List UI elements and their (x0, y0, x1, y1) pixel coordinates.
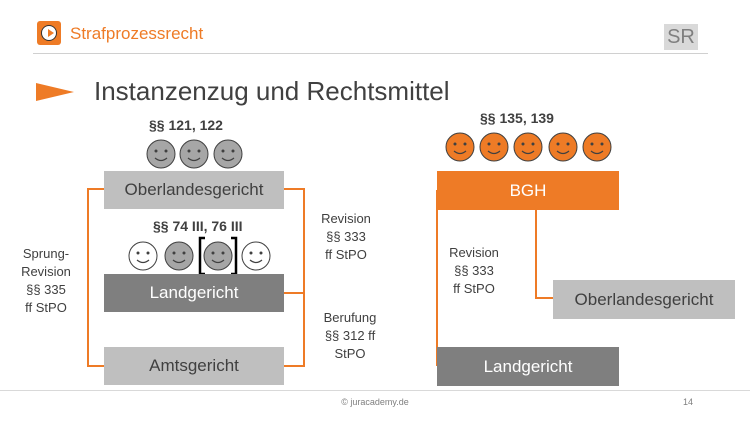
bgh-paragraphs: §§ 135, 139 (480, 110, 554, 126)
left-olg-box: Oberlandesgericht (104, 171, 284, 209)
course-title: Strafprozessrecht (70, 24, 204, 43)
left-ag-label: Amtsgericht (149, 356, 239, 375)
course-badge: SR (664, 24, 698, 50)
left-lg-label: Landgericht (149, 283, 239, 302)
revision-label-right: Revision §§ 333 ff StPO (449, 245, 499, 296)
right-lg-label: Landgericht (483, 357, 573, 376)
left-ag-box: Amtsgericht (104, 347, 284, 385)
berufung-label: Berufung §§ 312 ff StPO (323, 310, 377, 361)
bgh-box: BGH (437, 171, 619, 210)
berufung-connector (284, 292, 305, 367)
olg-paragraphs: §§ 121, 122 (149, 117, 223, 133)
bgh-judge-face-2 (479, 132, 509, 162)
lg-judge-face-1 (164, 241, 194, 271)
title-arrow-icon (36, 83, 74, 101)
copyright-text: © juracademy.de (341, 397, 409, 407)
juracademy-logo-icon (37, 21, 61, 45)
lg-lay-judge-face-2 (241, 241, 271, 271)
slide-title: Instanzenzug und Rechtsmittel (94, 76, 450, 106)
header-divider (33, 53, 708, 54)
revision-connector-left (284, 188, 305, 294)
bgh-label: BGH (509, 181, 547, 200)
page-number: 14 (683, 397, 694, 407)
lg-optional-judge-face (198, 236, 238, 276)
olg-judge-face-1 (146, 139, 176, 169)
left-lg-box: Landgericht (104, 274, 284, 312)
left-olg-label: Oberlandesgericht (124, 180, 264, 199)
sprungrevision-connector (87, 188, 104, 367)
right-olg-box: Oberlandesgericht (553, 280, 735, 319)
olg-judge-face-2 (179, 139, 209, 169)
lg-lay-judge-face-1 (128, 241, 158, 271)
right-olg-label: Oberlandesgericht (574, 290, 714, 309)
bgh-judge-face-1 (445, 132, 475, 162)
revision-label-left: Revision §§ 333 ff StPO (321, 211, 371, 262)
lg-paragraphs: §§ 74 III, 76 III (153, 218, 243, 234)
bgh-olg-connector (535, 210, 553, 299)
bgh-judge-face-3 (513, 132, 543, 162)
footer-divider (0, 390, 750, 391)
bgh-judge-face-4 (548, 132, 578, 162)
olg-judge-face-3 (213, 139, 243, 169)
bgh-judge-face-5 (582, 132, 612, 162)
right-lg-box: Landgericht (437, 347, 619, 386)
sprungrevision-label: Sprung- Revision §§ 335 ff StPO (21, 246, 71, 315)
